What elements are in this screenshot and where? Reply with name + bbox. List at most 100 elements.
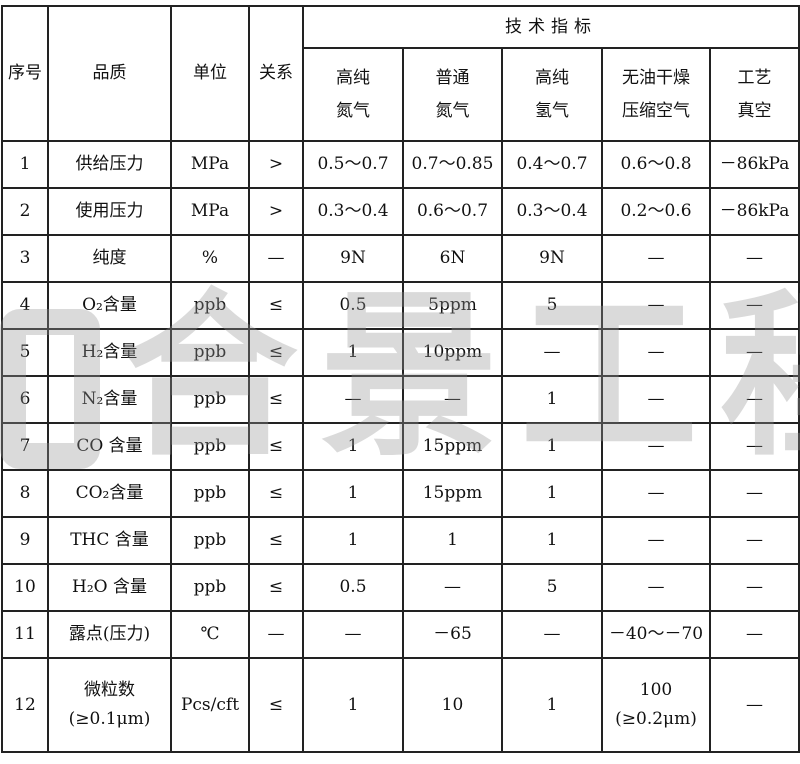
- cell: －86kPa: [709, 187, 800, 236]
- cell: 0.5: [302, 563, 404, 612]
- cell: 6N: [402, 234, 503, 283]
- cell: 1: [302, 422, 404, 471]
- header-item: 品质: [47, 5, 172, 142]
- cell: ≤: [248, 281, 304, 330]
- cell: 露点(压力): [47, 610, 172, 659]
- cell: —: [709, 610, 800, 659]
- cell: —: [601, 563, 711, 612]
- cell: —: [402, 563, 503, 612]
- cell: 10: [402, 657, 503, 753]
- cell: ≤: [248, 422, 304, 471]
- cell: 1: [302, 516, 404, 565]
- table-row: 8 CO₂含量 ppb ≤1 15ppm 1— —: [1, 469, 800, 518]
- cell: MPa: [170, 140, 250, 189]
- cell: —: [402, 375, 503, 424]
- cell: 0.3～0.4: [302, 187, 404, 236]
- cell: 12: [1, 657, 49, 753]
- cell: 100 (≥0.2μm): [601, 657, 711, 753]
- cell: ≤: [248, 469, 304, 518]
- cell: 6: [1, 375, 49, 424]
- cell: －86kPa: [709, 140, 800, 189]
- cell: 0.2～0.6: [601, 187, 711, 236]
- table-row: 2 使用压力 MPa >0.3～0.4 0.6～0.7 0.3～0.4 0.2～0.6 －86…: [1, 187, 800, 236]
- cell: —: [601, 375, 711, 424]
- cell: 0.6～0.8: [601, 140, 711, 189]
- cell-line: (≥0.2μm): [615, 709, 697, 729]
- cell-line: 微粒数: [84, 680, 135, 701]
- cell: 供给压力: [47, 140, 172, 189]
- cell: 1: [302, 328, 404, 377]
- cell: 微粒数 (≥0.1μm): [47, 657, 172, 753]
- header-line: 压缩空气: [622, 100, 690, 121]
- cell-line: 100: [639, 680, 673, 701]
- cell: —: [601, 234, 711, 283]
- table-row: 1 供给压力 MPa >0.5～0.7 0.7～0.85 0.4～0.7 0.6～0.8 －8…: [1, 140, 800, 189]
- cell: 15ppm: [402, 422, 503, 471]
- cell: －40～－70: [601, 610, 711, 659]
- cell: 9N: [501, 234, 603, 283]
- cell: —: [709, 469, 800, 518]
- subheader-row: 高纯 氮气 普通 氮气 高纯 氢气 无油干燥 压缩空气 工艺 真空: [2, 47, 800, 142]
- cell: 3: [1, 234, 49, 283]
- header-line: 无油干燥: [622, 68, 690, 89]
- cell: —: [709, 657, 800, 753]
- cell: CO₂含量: [47, 469, 172, 518]
- cell: —: [601, 281, 711, 330]
- cell: —: [601, 422, 711, 471]
- table-row: 5 H₂含量 ppb ≤1 10ppm — — —: [1, 328, 800, 377]
- cell: —: [709, 281, 800, 330]
- cell: ppb: [170, 469, 250, 518]
- header-line: 真空: [737, 100, 772, 121]
- cell: —: [709, 563, 800, 612]
- header-column: 普通 氮气: [402, 47, 503, 142]
- cell: —: [601, 469, 711, 518]
- cell: ≤: [248, 563, 304, 612]
- table-row: 10 H₂O 含量 ppb ≤0.5—5— —: [1, 563, 800, 612]
- cell: 0.7～0.85: [402, 140, 503, 189]
- cell: 10: [1, 563, 49, 612]
- header-line: 普通: [435, 68, 470, 89]
- cell: —: [709, 328, 800, 377]
- cell: 1: [501, 375, 603, 424]
- header-line: 氮气: [336, 100, 370, 121]
- cell: —: [709, 422, 800, 471]
- cell: 5: [1, 328, 49, 377]
- header-column: 高纯 氢气: [501, 47, 603, 142]
- cell: 0.4～0.7: [501, 140, 603, 189]
- cell: —: [302, 610, 404, 659]
- cell: MPa: [170, 187, 250, 236]
- cell: 0.6～0.7: [402, 187, 503, 236]
- cell: 11: [1, 610, 49, 659]
- cell: ppb: [170, 563, 250, 612]
- cell: >: [248, 187, 304, 236]
- cell: —: [302, 375, 404, 424]
- cell: 1: [501, 469, 603, 518]
- header-column: 高纯 氮气: [302, 47, 404, 142]
- header-line: 氢气: [535, 100, 569, 121]
- cell: ppb: [170, 516, 250, 565]
- header-unit: 单位: [170, 5, 250, 142]
- cell-line: (≥0.1μm): [68, 709, 151, 729]
- cell: ppb: [170, 281, 250, 330]
- cell: —: [248, 610, 304, 659]
- cell: H₂含量: [47, 328, 172, 377]
- cell: Pcs/cft: [170, 657, 250, 753]
- cell: —: [709, 375, 800, 424]
- cell: 10ppm: [402, 328, 503, 377]
- cell: －65: [402, 610, 503, 659]
- cell: 使用压力: [47, 187, 172, 236]
- cell: 1: [402, 516, 503, 565]
- cell: 7: [1, 422, 49, 471]
- cell: 4: [1, 281, 49, 330]
- cell: H₂O 含量: [47, 563, 172, 612]
- cell: ≤: [248, 516, 304, 565]
- cell: —: [709, 234, 800, 283]
- cell: 5: [501, 563, 603, 612]
- cell: >: [248, 140, 304, 189]
- cell: ppb: [170, 375, 250, 424]
- table-row: 11 露点(压力) ℃ — — －65— －40～－70—: [1, 610, 800, 659]
- cell: 5ppm: [402, 281, 503, 330]
- cell: 9N: [302, 234, 404, 283]
- spec-table: 序号 品质 单位 关系 技术指标 高纯 氮气 普通 氮气 高纯 氢气 无油干燥 压缩空气 工艺真…: [1, 5, 800, 753]
